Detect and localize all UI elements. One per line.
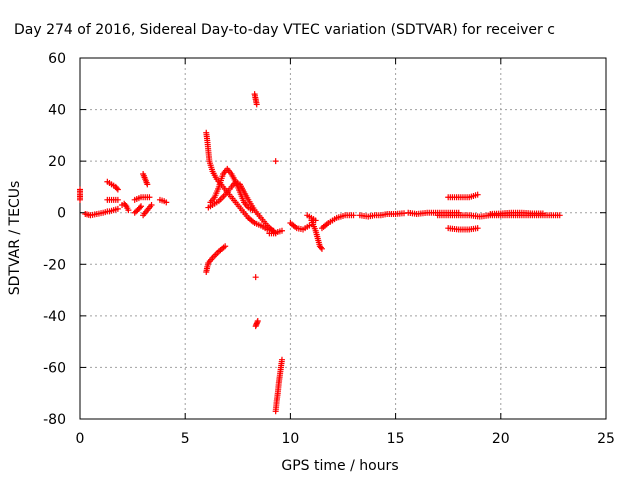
y-tick-label: -20 — [43, 257, 66, 273]
x-tick-label: 0 — [76, 431, 85, 447]
chart-title: Day 274 of 2016, Sidereal Day-to-day VTE… — [14, 22, 555, 38]
y-tick-label: 40 — [48, 103, 66, 119]
data-point — [136, 204, 143, 211]
data-point — [350, 212, 357, 219]
data-point — [306, 222, 313, 229]
data-point — [278, 356, 285, 363]
data-point — [163, 199, 170, 206]
data-point — [317, 244, 324, 251]
data-point — [253, 101, 260, 108]
x-tick-label: 25 — [597, 431, 615, 447]
data-point — [113, 185, 120, 192]
x-axis-label: GPS time / hours — [281, 458, 398, 474]
x-axis: 0 5 10 15 20 25 — [76, 58, 615, 447]
y-tick-label: 0 — [57, 206, 66, 222]
data-point — [556, 212, 563, 219]
data-point — [138, 203, 145, 210]
x-tick-label: 10 — [281, 431, 299, 447]
grid — [80, 58, 606, 419]
data-point — [318, 245, 325, 252]
data-point — [146, 194, 153, 201]
data-point — [222, 243, 229, 250]
data-point — [474, 191, 481, 198]
y-axis-label: SDTVAR / TECUs — [7, 181, 23, 296]
data-point — [474, 225, 481, 232]
x-tick-label: 5 — [181, 431, 190, 447]
y-tick-label: -60 — [43, 360, 66, 376]
x-tick-label: 20 — [492, 431, 510, 447]
data-point — [148, 201, 155, 208]
y-tick-label: 60 — [48, 51, 66, 67]
data-point — [272, 158, 279, 165]
data-point — [144, 181, 151, 188]
data-point — [252, 274, 259, 281]
x-tick-label: 15 — [387, 431, 405, 447]
y-tick-label: 20 — [48, 154, 66, 170]
data-point — [539, 210, 546, 217]
data-point — [122, 201, 129, 208]
plot-frame — [79, 57, 607, 420]
data-point — [125, 207, 132, 214]
data-point — [114, 196, 121, 203]
data-points — [77, 91, 563, 415]
y-tick-label: -80 — [43, 412, 66, 428]
data-point — [114, 205, 121, 212]
y-axis: -80 -60 -40 -20 0 20 40 60 — [43, 51, 606, 428]
data-point — [278, 227, 285, 234]
data-point — [254, 318, 261, 325]
data-point — [77, 196, 83, 203]
y-tick-label: -40 — [43, 309, 66, 325]
data-point — [114, 186, 121, 193]
